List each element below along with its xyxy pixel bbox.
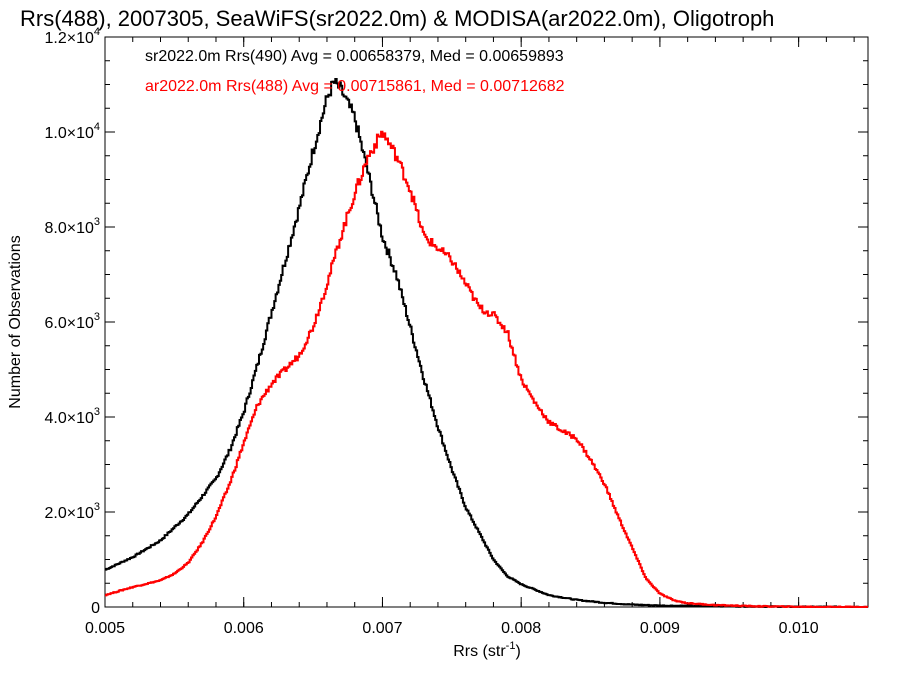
y-tick-label: 1.0×104 [44,121,100,142]
histogram-series-1 [105,130,868,608]
y-tick-mantissa: 1.2×10 [44,30,93,47]
plot-area [104,36,869,608]
y-tick-mantissa: 4.0×10 [44,410,93,427]
x-axis-label-main: Rrs (str [453,643,506,660]
y-tick-label: 0 [91,600,100,617]
y-tick-exponent: 4 [94,26,100,38]
legend-entry-red: ar2022.0m Rrs(488) Avg = 0.00715861, Med… [145,78,565,95]
y-axis-label: Number of Observations [7,235,24,408]
y-tick-exponent: 4 [94,121,100,133]
y-tick-labels: 02.0×1034.0×1036.0×1038.0×1031.0×1041.2×… [44,26,100,617]
x-tick-label: 0.007 [362,620,402,637]
x-tick-label: 0.010 [779,620,819,637]
y-tick-exponent: 3 [94,311,100,323]
y-tick-exponent: 3 [94,406,100,418]
histogram-series-0 [105,77,868,608]
x-tick-label: 0.009 [640,620,680,637]
x-tick-label: 0.005 [85,620,125,637]
y-tick-mantissa: 8.0×10 [44,220,93,237]
legend-entry-black: sr2022.0m Rrs(490) Avg = 0.00658379, Med… [145,48,564,65]
y-tick-label: 2.0×103 [44,501,100,522]
y-tick-label: 8.0×103 [44,216,100,237]
axis-ticks [104,36,868,608]
y-tick-mantissa: 6.0×10 [44,315,93,332]
y-tick-mantissa: 2.0×10 [44,505,93,522]
y-tick-label: 6.0×103 [44,311,100,332]
x-axis-label-sup: -1 [506,640,516,652]
y-tick-label: 4.0×103 [44,406,100,427]
y-tick-mantissa: 1.0×10 [44,125,93,142]
x-axis-label: Rrs (str-1) [453,640,521,660]
x-axis-label-end: ) [515,643,520,660]
plot-frame [104,36,869,608]
histogram-curves [105,77,868,608]
x-tick-label: 0.008 [501,620,541,637]
x-tick-label: 0.006 [224,620,264,637]
y-tick-label: 1.2×104 [44,26,100,47]
y-tick-mantissa: 0 [91,600,100,617]
y-tick-exponent: 3 [94,216,100,228]
y-tick-exponent: 3 [94,501,100,513]
x-tick-labels: 0.005 0.006 0.007 0.008 0.009 0.010 [85,620,819,637]
chart-title: Rrs(488), 2007305, SeaWiFS(sr2022.0m) & … [20,6,774,31]
